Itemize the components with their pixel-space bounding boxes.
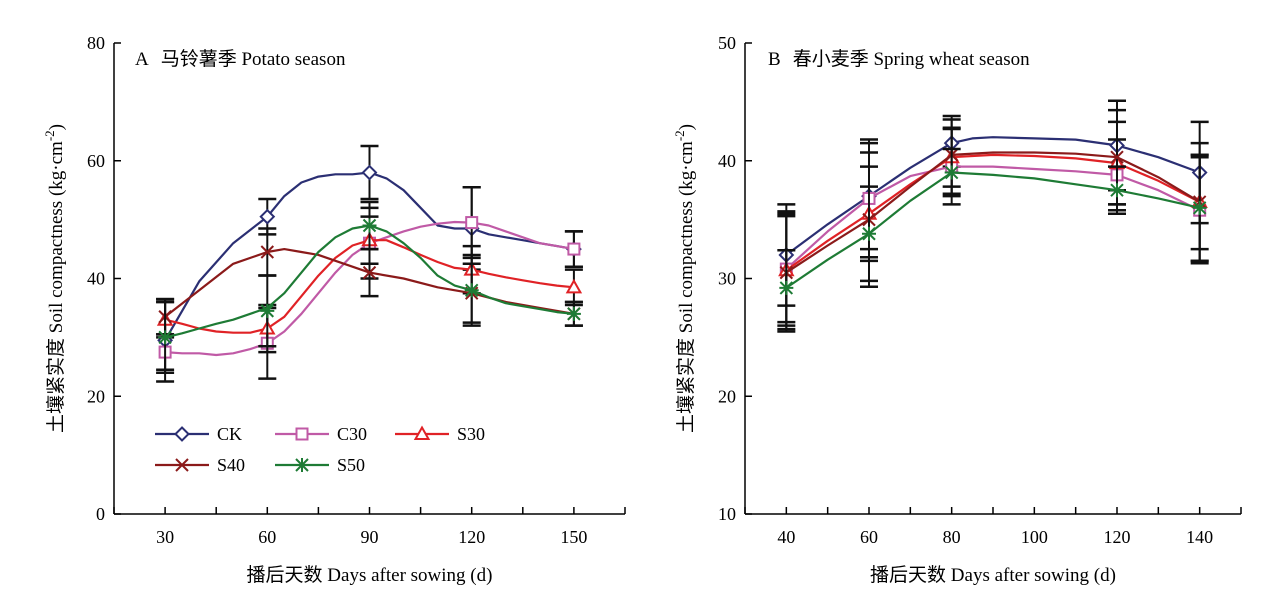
data-point bbox=[779, 280, 794, 295]
data-point bbox=[260, 245, 275, 259]
x-tick-label: 150 bbox=[560, 527, 587, 547]
y-axis-label-end: ) bbox=[46, 124, 67, 130]
y-axis-label-end: ) bbox=[676, 124, 697, 130]
y-tick-label: 80 bbox=[87, 33, 105, 53]
series-ck bbox=[777, 99, 1209, 307]
y-axis-label-sup: -2 bbox=[672, 130, 687, 141]
data-point bbox=[862, 226, 876, 241]
data-point bbox=[566, 306, 581, 321]
x-axis-label: 播后天数 Days after sowing (d) bbox=[247, 564, 493, 586]
chart-panel-a: 0 20 40 60 80 30 60 90 120 150 A 马铃薯季 Potato season… bbox=[42, 33, 626, 586]
y-tick-label: 30 bbox=[718, 269, 736, 289]
data-point bbox=[1192, 200, 1207, 215]
legend-item-s50: S50 bbox=[275, 455, 365, 475]
legend-marker bbox=[413, 425, 431, 440]
legend-item-c30: C30 bbox=[275, 424, 367, 444]
panel-title-text: 马铃薯季 Potato season bbox=[161, 48, 346, 70]
y-tick-label: 40 bbox=[718, 151, 736, 171]
legend-label: C30 bbox=[337, 424, 367, 444]
y-tick-label: 20 bbox=[718, 386, 736, 406]
y-axis-label-sup: -2 bbox=[42, 130, 57, 141]
data-point bbox=[158, 330, 173, 345]
chart-panel-b: 10 20 30 40 50 40 60 80 100 120 140 B 春小麦季 Spring wh… bbox=[672, 33, 1242, 586]
y-axis-label: 土壤紧实度 Soil compactness (kg·cm-2) bbox=[672, 124, 697, 433]
data-point bbox=[565, 278, 583, 294]
series-line bbox=[785, 151, 1201, 274]
series-line bbox=[785, 171, 1200, 289]
legend-label: S50 bbox=[337, 455, 365, 475]
legend-item-s30: S30 bbox=[395, 424, 485, 444]
series-line bbox=[785, 165, 1201, 270]
x-tick-label: 80 bbox=[943, 527, 961, 547]
x-tick-label: 30 bbox=[156, 527, 174, 547]
legend: CK C30 S30 S40 S50 bbox=[155, 424, 485, 475]
data-point bbox=[260, 303, 275, 318]
panel-title-text: 春小麦季 Spring wheat season bbox=[793, 48, 1030, 70]
x-tick-label: 120 bbox=[458, 527, 485, 547]
x-tick-label: 120 bbox=[1104, 527, 1131, 547]
legend-label: CK bbox=[217, 424, 242, 444]
y-tick-label: 50 bbox=[718, 33, 736, 53]
x-tick-label: 140 bbox=[1186, 527, 1213, 547]
y-axis-label-main: 土壤紧实度 Soil compactness (kg·cm bbox=[675, 141, 697, 433]
y-tick-label: 10 bbox=[718, 504, 736, 524]
data-point bbox=[1110, 150, 1124, 164]
series-line bbox=[164, 171, 575, 341]
legend-marker bbox=[174, 426, 190, 442]
panel-letter: B bbox=[768, 49, 781, 70]
panel-letter: A bbox=[135, 49, 149, 70]
y-tick-label: 40 bbox=[87, 269, 105, 289]
data-point bbox=[362, 265, 377, 280]
series-line bbox=[785, 153, 1201, 272]
x-tick-label: 40 bbox=[777, 527, 795, 547]
data-point bbox=[464, 283, 479, 298]
series-line bbox=[785, 136, 1201, 256]
data-point bbox=[362, 218, 377, 233]
data-point bbox=[361, 164, 378, 181]
legend-marker bbox=[295, 458, 309, 472]
x-tick-label: 90 bbox=[361, 527, 379, 547]
x-tick-label: 60 bbox=[258, 527, 276, 547]
data-point bbox=[1110, 183, 1124, 198]
x-tick-label: 60 bbox=[860, 527, 878, 547]
y-axis-label: 土壤紧实度 Soil compactness (kg·cm-2) bbox=[42, 124, 67, 433]
data-point bbox=[259, 208, 276, 225]
legend-marker bbox=[295, 427, 309, 441]
y-tick-label: 60 bbox=[87, 151, 105, 171]
data-point bbox=[465, 216, 479, 230]
series-s50 bbox=[156, 200, 583, 374]
y-axis-label-main: 土壤紧实度 Soil compactness (kg·cm bbox=[45, 141, 67, 433]
series-c30 bbox=[777, 127, 1209, 324]
y-tick-label: 0 bbox=[96, 504, 105, 524]
series-s50 bbox=[777, 147, 1209, 327]
data-point bbox=[944, 165, 959, 180]
panel-title: B 春小麦季 Spring wheat season bbox=[768, 48, 1030, 70]
legend-label: S30 bbox=[457, 424, 485, 444]
x-tick-label: 100 bbox=[1021, 527, 1048, 547]
data-point bbox=[567, 242, 581, 256]
legend-label: S40 bbox=[217, 455, 245, 475]
legend-item-ck: CK bbox=[155, 424, 242, 444]
legend-marker bbox=[175, 458, 189, 472]
y-tick-label: 20 bbox=[87, 386, 105, 406]
legend-item-s40: S40 bbox=[155, 455, 245, 475]
x-axis-label: 播后天数 Days after sowing (d) bbox=[870, 564, 1116, 586]
panel-title: A 马铃薯季 Potato season bbox=[135, 48, 346, 70]
